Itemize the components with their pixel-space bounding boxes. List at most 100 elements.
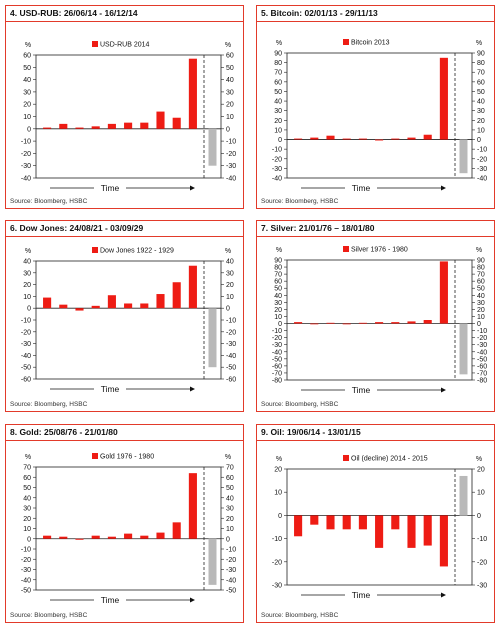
y-tick-label-left: 90 (274, 51, 282, 58)
y-tick-label-left: 10 (23, 294, 31, 301)
y-tick-label-right: 40 (477, 99, 485, 106)
data-bar (326, 515, 335, 530)
data-bar (156, 111, 165, 129)
data-bar (375, 515, 384, 548)
y-tick-label-left: 20 (274, 118, 282, 125)
data-bar (124, 122, 133, 129)
y-tick-label-right: -10 (477, 147, 487, 154)
y-tick-label-right: 50 (477, 89, 485, 96)
chart-title: 6. Dow Jones: 24/08/21 - 03/09/29 (10, 223, 144, 233)
y-tick-label-right: -50 (226, 588, 236, 595)
y-tick-label-right: 40 (226, 77, 234, 84)
y-tick-label-right: 50 (477, 286, 485, 293)
chart-title: 8. Gold: 25/08/76 - 21/01/80 (10, 427, 118, 437)
chart-panel-bitcoin: 5. Bitcoin: 02/01/13 - 29/11/13 90 90 80 80… (256, 5, 495, 209)
data-bar (391, 138, 400, 140)
y-tick-label-right: 60 (226, 475, 234, 482)
y-tick-label-left: -30 (272, 583, 282, 590)
y-tick-label-left: -60 (272, 363, 282, 370)
y-tick-label-right: 0 (477, 321, 481, 328)
data-bar (326, 322, 335, 324)
y-tick-label-left: -40 (21, 176, 31, 183)
y-tick-label-right: 10 (477, 490, 485, 497)
y-tick-label-right: 0 (477, 137, 481, 144)
y-tick-label-left: 0 (278, 137, 282, 144)
legend-swatch (92, 247, 98, 253)
data-bar (439, 261, 448, 324)
time-label: Time (352, 183, 371, 193)
y-tick-label-right: -40 (226, 176, 236, 183)
chart-title: 5. Bitcoin: 02/01/13 - 29/11/13 (261, 8, 378, 18)
y-tick-label-left: -50 (21, 365, 31, 372)
y-tick-label-right: -10 (477, 328, 487, 335)
y-tick-label-left: 80 (274, 265, 282, 272)
y-tick-label-left: 40 (23, 495, 31, 502)
data-bar (107, 536, 116, 539)
y-tick-label-right: 20 (477, 307, 485, 314)
data-bar (91, 535, 100, 539)
y-tick-label-left: -10 (21, 139, 31, 146)
y-tick-label-right: 80 (477, 60, 485, 67)
y-tick-label-right: -50 (226, 365, 236, 372)
data-bar (91, 126, 100, 129)
data-bar (188, 473, 197, 539)
y-tick-label-right: -40 (226, 577, 236, 584)
y-tick-label-left: 30 (23, 270, 31, 277)
y-tick-label-right: -10 (226, 318, 236, 325)
y-tick-label-left: -10 (272, 147, 282, 154)
comparison-bar (459, 139, 468, 174)
data-bar (358, 515, 367, 530)
time-arrowhead (441, 185, 446, 191)
data-bar (342, 138, 351, 140)
y-tick-label-right: -20 (226, 557, 236, 564)
legend-label: Dow Jones 1922 - 1929 (100, 248, 174, 255)
y-tick-label-left: 50 (23, 485, 31, 492)
legend-label: USD-RUB 2014 (100, 42, 150, 49)
data-bar (75, 308, 84, 311)
y-tick-label-right: 20 (226, 102, 234, 109)
legend-swatch (343, 455, 349, 461)
data-bar (172, 282, 181, 309)
y-tick-label-right: -30 (477, 583, 487, 590)
y-tick-label-left: 70 (274, 70, 282, 77)
y-tick-label-right: 0 (226, 536, 230, 543)
y-tick-label-right: 70 (226, 465, 234, 472)
y-tick-label-right: -40 (477, 349, 487, 356)
y-tick-label-left: -10 (21, 318, 31, 325)
title-divider (257, 236, 494, 237)
data-bar (342, 323, 351, 325)
y-tick-label-right: 10 (226, 294, 234, 301)
title-divider (6, 236, 243, 237)
y-unit-right: % (476, 247, 482, 254)
data-bar (43, 297, 52, 309)
y-tick-label-left: -30 (21, 341, 31, 348)
data-bar (156, 532, 165, 539)
plot-frame (286, 52, 473, 179)
data-bar (358, 138, 367, 140)
source-note: Source: Bloomberg, HSBC (10, 612, 88, 619)
y-tick-label-right: 10 (226, 114, 234, 121)
data-bar (310, 515, 319, 525)
data-bar (140, 303, 149, 309)
y-tick-label-right: 40 (226, 495, 234, 502)
data-bar (358, 322, 367, 324)
y-tick-label-left: -70 (272, 370, 282, 377)
time-label: Time (352, 385, 371, 395)
title-divider (257, 440, 494, 441)
y-tick-label-right: -10 (226, 139, 236, 146)
y-unit-left: % (276, 456, 282, 463)
y-tick-label-right: 20 (477, 467, 485, 474)
data-bar (59, 536, 68, 539)
y-tick-label-right: -30 (226, 163, 236, 170)
y-tick-label-right: 60 (477, 279, 485, 286)
y-tick-label-right: 70 (477, 70, 485, 77)
y-tick-label-left: 30 (274, 300, 282, 307)
y-unit-left: % (276, 40, 282, 47)
y-tick-label-right: 60 (477, 79, 485, 86)
y-tick-label-left: 10 (274, 314, 282, 321)
y-tick-label-left: 10 (274, 127, 282, 134)
y-unit-left: % (25, 42, 31, 49)
y-tick-label-left: 10 (23, 114, 31, 121)
time-label: Time (101, 595, 120, 605)
